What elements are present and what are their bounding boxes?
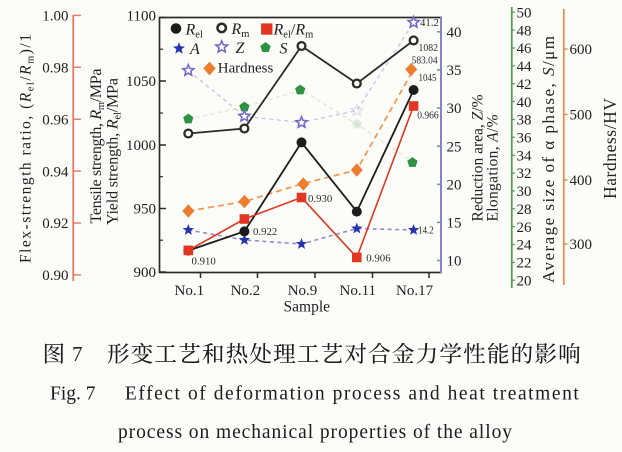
svg-text:Effect of deformation process: Effect of deformation process and heat t… [125, 384, 579, 405]
svg-text:No.11: No.11 [340, 283, 377, 299]
svg-text:14.2: 14.2 [418, 225, 434, 237]
svg-text:50: 50 [517, 5, 532, 21]
svg-text:20: 20 [517, 273, 532, 289]
svg-text:0.930: 0.930 [308, 193, 332, 205]
svg-text:0.922: 0.922 [253, 226, 277, 238]
svg-text:26: 26 [517, 220, 533, 236]
svg-text:0.98: 0.98 [42, 61, 68, 77]
svg-text:1045: 1045 [419, 72, 437, 84]
svg-text:1082: 1082 [419, 42, 439, 54]
svg-text:No.2: No.2 [231, 283, 261, 299]
svg-text:41.2: 41.2 [420, 17, 439, 29]
svg-text:40: 40 [517, 95, 532, 111]
svg-text:10: 10 [447, 254, 462, 270]
svg-text:Yield strength, Rel/MPa: Yield strength, Rel/MPa [105, 78, 124, 225]
svg-text:0.94: 0.94 [42, 164, 69, 180]
svg-text:Rm: Rm [231, 21, 250, 40]
svg-text:0.96: 0.96 [42, 112, 69, 128]
svg-text:30: 30 [447, 101, 462, 117]
svg-text:15: 15 [447, 216, 462, 232]
svg-text:Fig. 7: Fig. 7 [50, 384, 96, 405]
svg-text:900: 900 [134, 265, 157, 281]
svg-text:No.1: No.1 [175, 283, 205, 299]
svg-text:34: 34 [517, 148, 533, 164]
svg-text:0.92: 0.92 [42, 216, 68, 232]
svg-text:0.90: 0.90 [42, 268, 68, 284]
svg-text:20: 20 [447, 178, 462, 194]
svg-text:Rel: Rel [185, 22, 203, 41]
svg-text:Hardness: Hardness [218, 61, 274, 77]
svg-text:42: 42 [517, 77, 532, 93]
svg-text:Rel/Rm: Rel/Rm [273, 22, 314, 41]
svg-text:Reduction area, Z/%: Reduction area, Z/% [470, 94, 487, 221]
svg-text:No.9: No.9 [288, 283, 318, 299]
svg-text:24: 24 [517, 238, 533, 254]
svg-text:22: 22 [517, 256, 532, 272]
svg-text:40: 40 [447, 25, 462, 41]
svg-text:400: 400 [570, 173, 593, 189]
svg-text:30: 30 [517, 184, 532, 200]
svg-text:1100: 1100 [127, 9, 156, 25]
svg-text:0.910: 0.910 [192, 256, 216, 268]
svg-text:Z: Z [236, 40, 246, 57]
svg-text:32: 32 [517, 166, 532, 182]
svg-text:7: 7 [72, 342, 83, 366]
svg-text:Sample: Sample [284, 299, 331, 316]
svg-text:28: 28 [517, 202, 532, 218]
svg-text:1.00: 1.00 [42, 9, 68, 25]
svg-text:35: 35 [447, 63, 462, 79]
svg-text:583.04: 583.04 [412, 54, 439, 66]
svg-text:46: 46 [517, 41, 533, 57]
svg-text:process on mechanical properti: process on mechanical properties of the … [118, 422, 512, 443]
svg-text:Flex-strength ratio, (Rel/Rm)/: Flex-strength ratio, (Rel/Rm)/1 [18, 34, 37, 263]
svg-text:44: 44 [517, 59, 533, 75]
svg-text:A: A [189, 41, 200, 58]
svg-text:0.966: 0.966 [417, 110, 439, 122]
svg-text:Average size of α phase, S/μm: Average size of α phase, S/μm [539, 36, 558, 283]
svg-text:500: 500 [570, 108, 593, 124]
svg-text:0.906: 0.906 [366, 252, 391, 264]
svg-text:1050: 1050 [126, 74, 156, 90]
svg-text:25: 25 [447, 139, 462, 155]
svg-text:38: 38 [517, 113, 532, 129]
svg-text:1000: 1000 [126, 138, 156, 154]
svg-text:No.17: No.17 [396, 283, 434, 299]
svg-text:Hardness/HV: Hardness/HV [600, 98, 620, 199]
svg-text:950: 950 [134, 202, 157, 218]
svg-text:300: 300 [570, 237, 593, 253]
svg-text:600: 600 [570, 42, 593, 58]
svg-text:Elongation, A/%: Elongation, A/% [485, 114, 502, 221]
svg-text:S: S [280, 41, 288, 58]
svg-text:48: 48 [517, 23, 532, 39]
svg-text:36: 36 [517, 130, 533, 146]
